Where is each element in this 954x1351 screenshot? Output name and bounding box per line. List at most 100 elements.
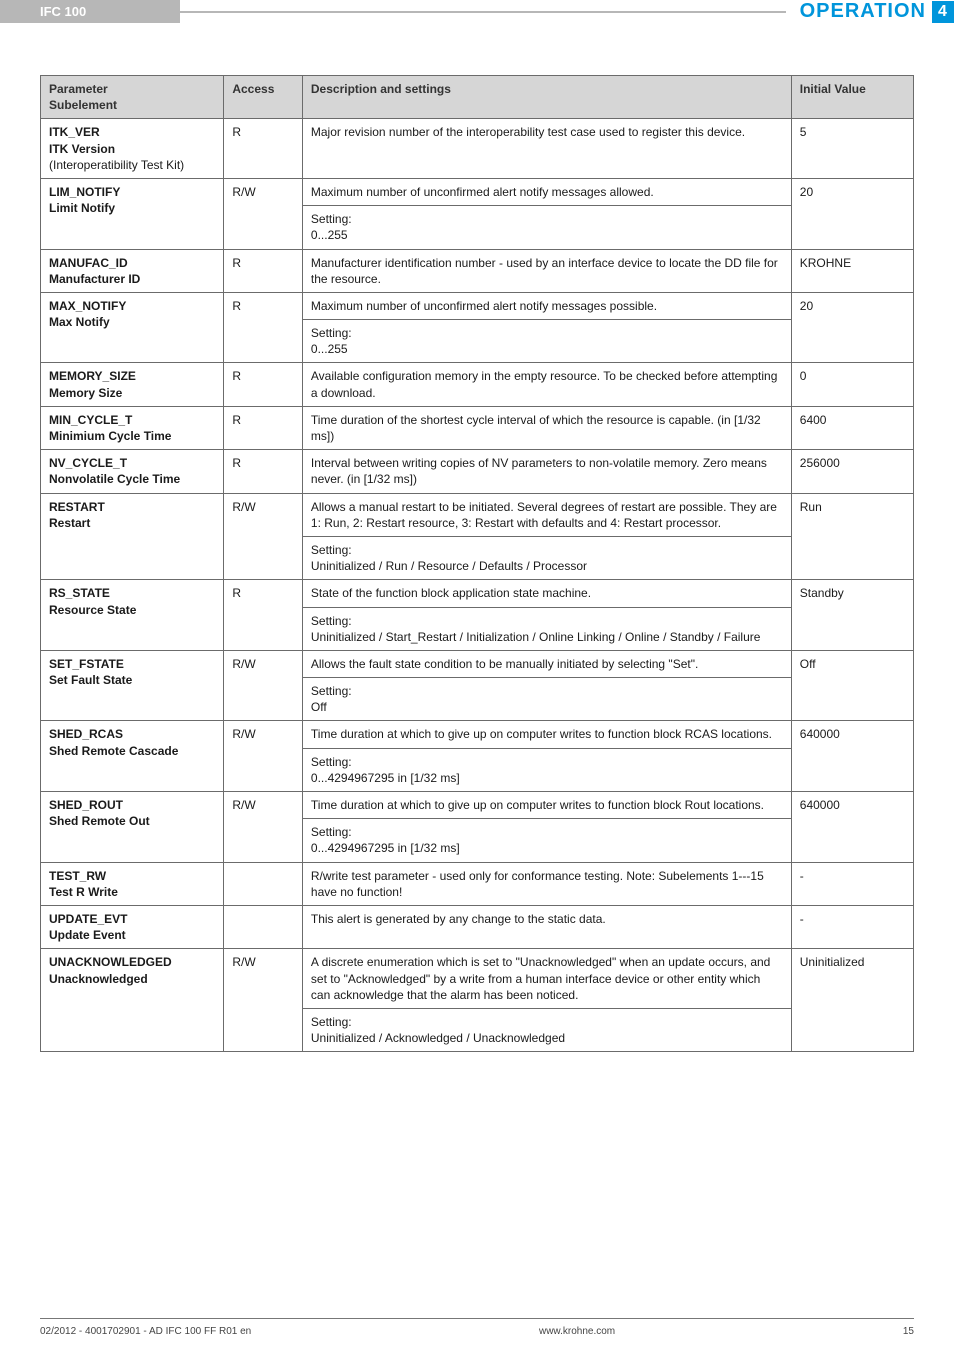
param-name: ITK_VER	[49, 124, 215, 140]
setting-cell: Setting: Off	[302, 678, 791, 721]
initial-cell: 20	[791, 178, 913, 249]
setting-cell: Setting: 0...255	[302, 320, 791, 363]
header-section-label: OPERATION	[800, 0, 926, 23]
page-footer: 02/2012 - 4001702901 - AD IFC 100 FF R01…	[40, 1326, 914, 1337]
initial-cell: 5	[791, 119, 913, 179]
param-cell: SHED_ROUTShed Remote Out	[41, 792, 224, 863]
param-extra: (Interoperatibility Test Kit)	[49, 157, 215, 173]
table-row: UNACKNOWLEDGEDUnacknowledgedR/WA discret…	[41, 949, 914, 1009]
footer-center: www.krohne.com	[539, 1326, 615, 1337]
initial-cell: 6400	[791, 406, 913, 449]
access-cell: R	[224, 292, 303, 363]
initial-cell: Uninitialized	[791, 949, 913, 1052]
initial-cell: KROHNE	[791, 249, 913, 292]
access-cell	[224, 905, 303, 948]
page-header: IFC 100 OPERATION 4	[0, 0, 954, 23]
desc-cell: This alert is generated by any change to…	[302, 905, 791, 948]
access-cell: R	[224, 450, 303, 493]
initial-cell: -	[791, 905, 913, 948]
desc-cell: Time duration at which to give up on com…	[302, 721, 791, 748]
param-name: NV_CYCLE_T	[49, 455, 215, 471]
access-cell: R/W	[224, 721, 303, 792]
param-cell: MIN_CYCLE_TMinimium Cycle Time	[41, 406, 224, 449]
param-sube: Restart	[49, 515, 215, 531]
table-row: ITK_VERITK Version(Interoperatibility Te…	[41, 119, 914, 179]
desc-cell: Maximum number of unconfirmed alert noti…	[302, 292, 791, 319]
table-row: MANUFAC_IDManufacturer IDRManufacturer i…	[41, 249, 914, 292]
col-parameter: Parameter Subelement	[41, 76, 224, 119]
desc-cell: Interval between writing copies of NV pa…	[302, 450, 791, 493]
table-row: SHED_ROUTShed Remote OutR/WTime duration…	[41, 792, 914, 819]
param-sube: Limit Notify	[49, 200, 215, 216]
param-cell: MAX_NOTIFYMax Notify	[41, 292, 224, 363]
param-name: RS_STATE	[49, 585, 215, 601]
desc-cell: Time duration at which to give up on com…	[302, 792, 791, 819]
initial-cell: Run	[791, 493, 913, 580]
param-cell: UNACKNOWLEDGEDUnacknowledged	[41, 949, 224, 1052]
access-cell	[224, 862, 303, 905]
footer-left: 02/2012 - 4001702901 - AD IFC 100 FF R01…	[40, 1326, 251, 1337]
table-row: RESTARTRestartR/WAllows a manual restart…	[41, 493, 914, 536]
param-sube: Shed Remote Cascade	[49, 743, 215, 759]
param-sube: Minimium Cycle Time	[49, 428, 215, 444]
access-cell: R/W	[224, 178, 303, 249]
param-sube: Nonvolatile Cycle Time	[49, 471, 215, 487]
param-sube: Unacknowledged	[49, 971, 215, 987]
param-sube: Max Notify	[49, 314, 215, 330]
col-access: Access	[224, 76, 303, 119]
setting-cell: Setting: Uninitialized / Acknowledged / …	[302, 1008, 791, 1051]
parameters-table: Parameter Subelement Access Description …	[40, 75, 914, 1052]
access-cell: R	[224, 119, 303, 179]
desc-cell: Allows a manual restart to be initiated.…	[302, 493, 791, 536]
param-cell: UPDATE_EVTUpdate Event	[41, 905, 224, 948]
param-name: MAX_NOTIFY	[49, 298, 215, 314]
initial-cell: -	[791, 862, 913, 905]
param-sube: Resource State	[49, 602, 215, 618]
access-cell: R/W	[224, 650, 303, 721]
access-cell: R/W	[224, 949, 303, 1052]
param-cell: SET_FSTATESet Fault State	[41, 650, 224, 721]
param-sube: ITK Version	[49, 141, 215, 157]
param-name: RESTART	[49, 499, 215, 515]
initial-cell: 640000	[791, 792, 913, 863]
param-cell: MANUFAC_IDManufacturer ID	[41, 249, 224, 292]
param-sube: Set Fault State	[49, 672, 215, 688]
desc-cell: Available configuration memory in the em…	[302, 363, 791, 406]
table-row: TEST_RWTest R WriteR/write test paramete…	[41, 862, 914, 905]
param-cell: RS_STATEResource State	[41, 580, 224, 651]
initial-cell: 0	[791, 363, 913, 406]
table-row: MIN_CYCLE_TMinimium Cycle TimeRTime dura…	[41, 406, 914, 449]
param-cell: ITK_VERITK Version(Interoperatibility Te…	[41, 119, 224, 179]
header-section-title: OPERATION 4	[786, 0, 954, 23]
col-initial: Initial Value	[791, 76, 913, 119]
col-description: Description and settings	[302, 76, 791, 119]
param-sube: Shed Remote Out	[49, 813, 215, 829]
desc-cell: Time duration of the shortest cycle inte…	[302, 406, 791, 449]
table-header-row: Parameter Subelement Access Description …	[41, 76, 914, 119]
initial-cell: 256000	[791, 450, 913, 493]
param-name: MEMORY_SIZE	[49, 368, 215, 384]
param-sube: Update Event	[49, 927, 215, 943]
param-name: SHED_ROUT	[49, 797, 215, 813]
initial-cell: 20	[791, 292, 913, 363]
access-cell: R/W	[224, 493, 303, 580]
setting-cell: Setting: Uninitialized / Start_Restart /…	[302, 607, 791, 650]
param-cell: NV_CYCLE_TNonvolatile Cycle Time	[41, 450, 224, 493]
param-name: UPDATE_EVT	[49, 911, 215, 927]
table-row: NV_CYCLE_TNonvolatile Cycle TimeRInterva…	[41, 450, 914, 493]
param-sube: Manufacturer ID	[49, 271, 215, 287]
table-row: SET_FSTATESet Fault StateR/WAllows the f…	[41, 650, 914, 677]
param-name: MIN_CYCLE_T	[49, 412, 215, 428]
desc-cell: R/write test parameter - used only for c…	[302, 862, 791, 905]
access-cell: R	[224, 580, 303, 651]
param-cell: MEMORY_SIZEMemory Size	[41, 363, 224, 406]
param-name: TEST_RW	[49, 868, 215, 884]
param-cell: RESTARTRestart	[41, 493, 224, 580]
table-row: MEMORY_SIZEMemory SizeRAvailable configu…	[41, 363, 914, 406]
table-row: UPDATE_EVTUpdate Event This alert is gene…	[41, 905, 914, 948]
setting-cell: Setting: 0...255	[302, 206, 791, 249]
param-name: UNACKNOWLEDGED	[49, 954, 215, 970]
param-cell: SHED_RCASShed Remote Cascade	[41, 721, 224, 792]
initial-cell: 640000	[791, 721, 913, 792]
initial-cell: Standby	[791, 580, 913, 651]
